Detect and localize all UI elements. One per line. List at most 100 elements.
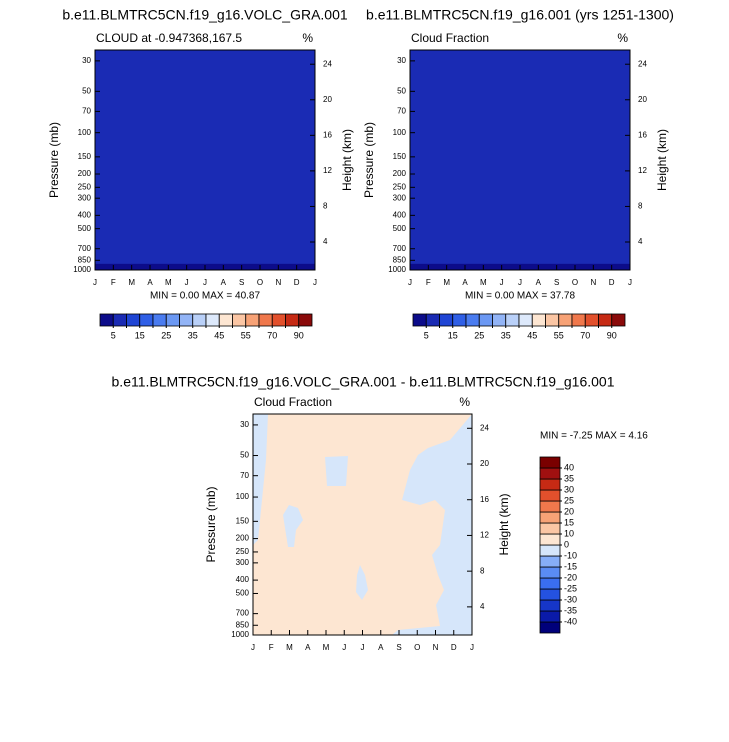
colorbar-box: [539, 577, 561, 590]
colorbar-box: [112, 313, 127, 327]
right-label: %: [302, 31, 313, 45]
y-tick-label: 200: [78, 169, 92, 178]
colorbar-box: [152, 313, 167, 327]
y2-tick-label: 8: [480, 566, 485, 575]
contour-band: [95, 50, 315, 264]
colorbar-box: [611, 313, 626, 327]
colorbar-box: [539, 621, 561, 634]
x-tick-label: A: [462, 278, 468, 287]
y-tick-label: 30: [240, 420, 249, 429]
colorbar-box: [584, 313, 599, 327]
y-tick-label: 100: [78, 128, 92, 137]
y-tick-label: 250: [78, 182, 92, 191]
colorbar-label: -15: [564, 561, 577, 571]
contour-fill: [283, 505, 303, 547]
x-tick-label: J: [185, 278, 189, 287]
right-label: %: [617, 31, 628, 45]
x-tick-label: S: [396, 643, 401, 652]
colorbar-label: -10: [564, 550, 577, 560]
colorbar-box: [245, 313, 260, 327]
y2-tick-label: 12: [480, 531, 489, 540]
y-tick-label: 50: [82, 86, 91, 95]
y-tick-label: 200: [236, 534, 250, 543]
y-tick-label: 400: [393, 210, 407, 219]
panel-title: b.e11.BLMTRC5CN.f19_g16.VOLC_GRA.001 - b…: [112, 374, 615, 390]
x-tick-label: J: [470, 643, 474, 652]
colorbar-box: [452, 313, 467, 327]
y-tick-label: 250: [236, 547, 250, 556]
colorbar-box: [545, 313, 560, 327]
min-max: MIN = -7.25 MAX = 4.16: [540, 431, 648, 442]
y-tick-label: 700: [78, 244, 92, 253]
colorbar-box: [539, 610, 561, 623]
y2-tick-label: 20: [480, 459, 489, 468]
y2-tick-label: 4: [638, 237, 643, 246]
left-label: Cloud Fraction: [411, 31, 489, 45]
colorbar-label: -30: [564, 594, 577, 604]
colorbar-label: -40: [564, 616, 577, 626]
x-tick-label: A: [147, 278, 153, 287]
colorbar-box: [492, 313, 507, 327]
y2-tick-label: 4: [480, 602, 485, 611]
y2-tick-label: 20: [638, 95, 647, 104]
x-tick-label: A: [378, 643, 384, 652]
colorbar-box: [298, 313, 313, 327]
x-tick-label: J: [313, 278, 317, 287]
colorbar-box: [539, 489, 561, 502]
min-max: MIN = 0.00 MAX = 40.87: [150, 291, 260, 302]
panel-title: b.e11.BLMTRC5CN.f19_g16.VOLC_GRA.001: [62, 7, 348, 23]
y2-tick-label: 12: [638, 166, 647, 175]
x-tick-label: O: [414, 643, 420, 652]
colorbar-box: [285, 313, 300, 327]
colorbar-box: [126, 313, 141, 327]
y-tick-label: 400: [78, 210, 92, 219]
y-tick-label: 150: [78, 152, 92, 161]
colorbar-box: [205, 313, 220, 327]
colorbar-label: 30: [564, 484, 574, 494]
y-tick-label: 100: [236, 492, 250, 501]
colorbar-box: [539, 522, 561, 535]
y-tick-label: 1000: [73, 265, 91, 274]
y-axis-label: Pressure (mb): [47, 122, 61, 198]
colorbar-box: [539, 599, 561, 612]
y-axis-label: Pressure (mb): [204, 486, 218, 562]
x-tick-label: A: [305, 643, 311, 652]
y-tick-label: 850: [393, 255, 407, 264]
y-tick-label: 70: [240, 471, 249, 480]
colorbar-label: 25: [161, 330, 171, 340]
y2-tick-label: 16: [323, 130, 332, 139]
x-tick-label: J: [203, 278, 207, 287]
y-tick-label: 30: [397, 56, 406, 65]
x-tick-label: F: [426, 278, 431, 287]
contour-fill: [392, 414, 472, 635]
x-tick-label: D: [609, 278, 615, 287]
contour-fill: [253, 414, 268, 545]
x-tick-label: D: [294, 278, 300, 287]
y2-axis-label: Height (km): [655, 129, 669, 191]
y2-tick-label: 8: [638, 202, 643, 211]
y2-tick-label: 12: [323, 166, 332, 175]
y-tick-label: 150: [393, 152, 407, 161]
y-tick-label: 250: [393, 182, 407, 191]
y-tick-label: 70: [82, 107, 91, 116]
y-tick-label: 50: [240, 451, 249, 460]
colorbar-label: 10: [564, 528, 574, 538]
colorbar-box: [539, 555, 561, 568]
colorbar-box: [165, 313, 180, 327]
x-tick-label: M: [323, 643, 330, 652]
colorbar-box: [192, 313, 207, 327]
x-tick-label: O: [257, 278, 263, 287]
x-tick-label: D: [451, 643, 457, 652]
y-tick-label: 500: [393, 224, 407, 233]
x-tick-label: A: [221, 278, 227, 287]
y-tick-label: 300: [236, 558, 250, 567]
colorbar-box: [139, 313, 154, 327]
colorbar-label: 25: [474, 330, 484, 340]
left-label: CLOUD at -0.947368,167.5: [96, 31, 242, 45]
colorbar-label: 25: [564, 495, 574, 505]
colorbar-box: [539, 500, 561, 513]
y2-tick-label: 24: [638, 59, 647, 68]
colorbar-label: 35: [564, 473, 574, 483]
y-tick-label: 700: [236, 609, 250, 618]
